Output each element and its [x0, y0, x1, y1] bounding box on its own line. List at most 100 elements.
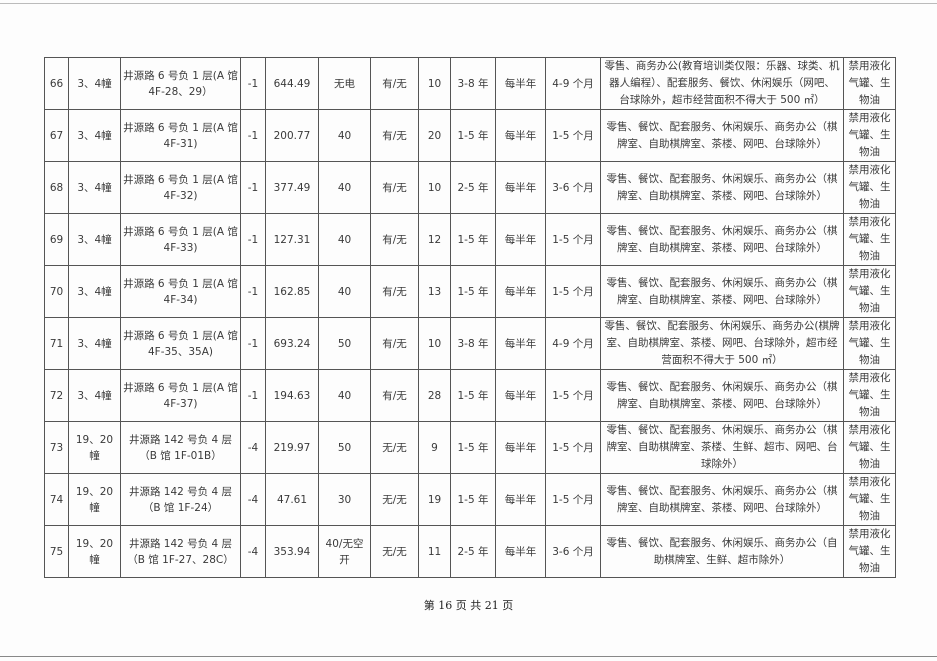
cell-use: 零售、餐饮、配套服务、休闲娱乐、商务办公（棋牌室、自助棋牌室、茶楼、网吧、台球除…: [600, 161, 844, 214]
cell-power: 30: [318, 473, 371, 526]
cell-power: 40: [318, 213, 371, 266]
cell-power: 40/无空开: [318, 525, 371, 578]
cell-free: 3-6 个月: [545, 161, 601, 214]
cell-payment: 每半年: [495, 421, 546, 474]
cell-count: 20: [418, 109, 451, 162]
scan-edge-bottom: [0, 656, 937, 657]
cell-payment: 每半年: [495, 109, 546, 162]
cell-no: 67: [44, 109, 69, 162]
cell-free: 4-9 个月: [545, 57, 601, 110]
page-number: 第 16 页 共 21 页: [423, 599, 514, 612]
cell-count: 13: [418, 265, 451, 318]
cell-term: 3-8 年: [450, 317, 496, 370]
cell-area: 162.85: [265, 265, 319, 318]
cell-address: 井源路 6 号负 1 层(A 馆 4F-32): [120, 161, 241, 214]
cell-term: 3-8 年: [450, 57, 496, 110]
cell-ban: 禁用液化气罐、生物油: [843, 421, 896, 474]
cell-no: 70: [44, 265, 69, 318]
cell-use: 零售、餐饮、配套服务、休闲娱乐、商务办公（棋牌室、自助棋牌室、茶楼、网吧、台球除…: [600, 213, 844, 266]
cell-use: 零售、餐饮、配套服务、休闲娱乐、商务办公（棋牌室、自助棋牌室、茶楼、网吧、台球除…: [600, 109, 844, 162]
cell-address: 井源路 142 号负 4 层（B 馆 1F-24）: [120, 473, 241, 526]
cell-floor: -1: [240, 109, 266, 162]
cell-ban: 禁用液化气罐、生物油: [843, 369, 896, 422]
cell-free: 1-5 个月: [545, 421, 601, 474]
cell-count: 10: [418, 161, 451, 214]
cell-power: 40: [318, 369, 371, 422]
cell-address: 井源路 142 号负 4 层（B 馆 1F-27、28C）: [120, 525, 241, 578]
cell-use: 零售、餐饮、配套服务、休闲娱乐、商务办公（棋牌室、自助棋牌室、茶楼、网吧、台球除…: [600, 369, 844, 422]
cell-use: 零售、餐饮、配套服务、休闲娱乐、商务办公（自助棋牌室、生鲜、超市除外）: [600, 525, 844, 578]
cell-address: 井源路 6 号负 1 层(A 馆 4F-35、35A): [120, 317, 241, 370]
cell-ban: 禁用液化气罐、生物油: [843, 265, 896, 318]
cell-building: 3、4幢: [68, 213, 121, 266]
cell-building: 19、20 幢: [68, 525, 121, 578]
cell-area: 219.97: [265, 421, 319, 474]
cell-address: 井源路 6 号负 1 层(A 馆 4F-37): [120, 369, 241, 422]
cell-power: 50: [318, 317, 371, 370]
cell-use: 零售、餐饮、配套服务、休闲娱乐、商务办公（棋牌室、自助棋牌室、茶楼、网吧、台球除…: [600, 265, 844, 318]
cell-free: 4-9 个月: [545, 317, 601, 370]
cell-water: 有/无: [370, 369, 419, 422]
cell-payment: 每半年: [495, 265, 546, 318]
table-row: 69 3、4幢 井源路 6 号负 1 层(A 馆 4F-33) -1 127.31 40 有…: [44, 213, 896, 266]
cell-power: 无电: [318, 57, 371, 110]
cell-floor: -1: [240, 369, 266, 422]
cell-floor: -1: [240, 57, 266, 110]
cell-building: 19、20 幢: [68, 421, 121, 474]
cell-ban: 禁用液化气罐、生物油: [843, 473, 896, 526]
cell-payment: 每半年: [495, 213, 546, 266]
cell-no: 74: [44, 473, 69, 526]
cell-building: 3、4幢: [68, 109, 121, 162]
cell-power: 40: [318, 265, 371, 318]
cell-payment: 每半年: [495, 317, 546, 370]
cell-no: 68: [44, 161, 69, 214]
cell-payment: 每半年: [495, 57, 546, 110]
cell-payment: 每半年: [495, 473, 546, 526]
cell-area: 377.49: [265, 161, 319, 214]
cell-payment: 每半年: [495, 525, 546, 578]
table-row: 71 3、4幢 井源路 6 号负 1 层(A 馆 4F-35、35A) -1 693.2…: [44, 317, 896, 370]
cell-count: 12: [418, 213, 451, 266]
table-row: 72 3、4幢 井源路 6 号负 1 层(A 馆 4F-37) -1 194.63 40 有…: [44, 369, 896, 422]
cell-payment: 每半年: [495, 161, 546, 214]
cell-floor: -1: [240, 265, 266, 318]
cell-building: 3、4幢: [68, 369, 121, 422]
cell-power: 40: [318, 161, 371, 214]
cell-term: 1-5 年: [450, 473, 496, 526]
cell-water: 无/无: [370, 421, 419, 474]
cell-water: 有/无: [370, 213, 419, 266]
cell-water: 无/无: [370, 473, 419, 526]
cell-building: 19、20 幢: [68, 473, 121, 526]
cell-term: 1-5 年: [450, 421, 496, 474]
cell-no: 66: [44, 57, 69, 110]
cell-payment: 每半年: [495, 369, 546, 422]
cell-free: 1-5 个月: [545, 265, 601, 318]
table-row: 66 3、4幢 井源路 6 号负 1 层(A 馆 4F-28、29） -1 644.49…: [44, 57, 896, 110]
cell-power: 40: [318, 109, 371, 162]
cell-free: 3-6 个月: [545, 525, 601, 578]
cell-power: 50: [318, 421, 371, 474]
cell-floor: -4: [240, 525, 266, 578]
cell-count: 11: [418, 525, 451, 578]
cell-floor: -4: [240, 473, 266, 526]
cell-area: 644.49: [265, 57, 319, 110]
cell-building: 3、4幢: [68, 57, 121, 110]
cell-ban: 禁用液化气罐、生物油: [843, 317, 896, 370]
cell-water: 有/无: [370, 265, 419, 318]
cell-building: 3、4幢: [68, 317, 121, 370]
cell-use: 零售、餐饮、配套服务、休闲娱乐、商务办公(棋牌室、自助棋牌室、茶楼、网吧、台球除…: [600, 317, 844, 370]
cell-water: 有/无: [370, 57, 419, 110]
cell-floor: -1: [240, 213, 266, 266]
cell-water: 有/无: [370, 109, 419, 162]
cell-floor: -4: [240, 421, 266, 474]
cell-term: 1-5 年: [450, 213, 496, 266]
cell-count: 10: [418, 317, 451, 370]
cell-term: 1-5 年: [450, 265, 496, 318]
cell-address: 井源路 142 号负 4 层（B 馆 1F-01B）: [120, 421, 241, 474]
cell-use: 零售、商务办公(教育培训类仅限：乐器、球类、机器人编程）、配套服务、餐饮、休闲娱…: [600, 57, 844, 110]
cell-address: 井源路 6 号负 1 层(A 馆 4F-33): [120, 213, 241, 266]
cell-ban: 禁用液化气罐、生物油: [843, 213, 896, 266]
cell-water: 有/无: [370, 317, 419, 370]
cell-area: 47.61: [265, 473, 319, 526]
